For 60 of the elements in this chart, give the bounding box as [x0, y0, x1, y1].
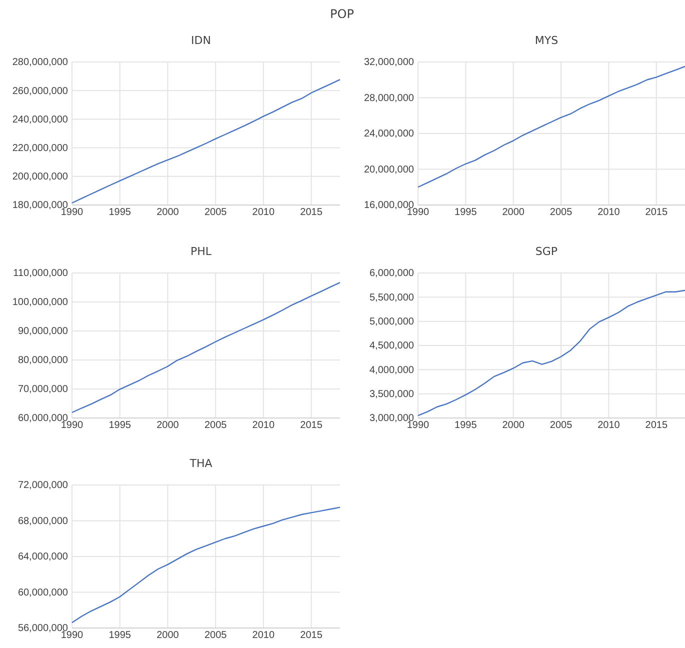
y-tick-label: 3,500,000 — [370, 389, 414, 400]
y-tick-label: 60,000,000 — [18, 587, 68, 598]
y-tick-label: 24,000,000 — [364, 128, 414, 140]
y-tick-label: 200,000,000 — [12, 172, 68, 183]
x-tick-label: 2000 — [156, 630, 180, 642]
y-tick-label: 32,000,000 — [364, 57, 414, 68]
y-tick-label: 70,000,000 — [18, 384, 68, 396]
y-tick-label: 90,000,000 — [18, 326, 68, 338]
y-tick-label: 5,000,000 — [370, 316, 414, 328]
x-tick-label: 2010 — [252, 630, 275, 642]
x-tick-label: 2005 — [550, 207, 573, 218]
x-tick-label: 2015 — [300, 207, 323, 218]
y-tick-label: 110,000,000 — [13, 268, 68, 280]
x-tick-label: 1995 — [454, 207, 478, 218]
y-tick-label: 4,000,000 — [370, 364, 414, 376]
text: POP — [330, 7, 354, 21]
line-series — [71, 78, 341, 204]
x-tick-label: 2010 — [598, 207, 620, 218]
y-tick-label: 260,000,000 — [12, 86, 68, 97]
x-tick-label: 1995 — [108, 207, 132, 218]
x-tick-label: 1995 — [108, 630, 132, 642]
y-tick-label: 4,500,000 — [370, 340, 414, 352]
x-tick-label: 2000 — [156, 207, 180, 218]
x-tick-label: 2015 — [645, 207, 668, 218]
y-tick-label: 64,000,000 — [18, 552, 68, 563]
x-tick-label: 2010 — [252, 207, 275, 218]
x-tick-label: 2010 — [598, 420, 620, 432]
chart-title: THA — [188, 457, 213, 470]
chart-title: IDN — [191, 34, 211, 47]
line-series — [417, 66, 685, 188]
x-tick-label: 2005 — [204, 630, 228, 642]
x-tick-label: 2000 — [502, 207, 525, 218]
line-series — [71, 506, 341, 624]
y-tick-label: 20,000,000 — [364, 164, 414, 176]
x-tick-label: 2015 — [645, 420, 668, 432]
x-tick-label: 1995 — [108, 420, 132, 432]
y-tick-label: 240,000,000 — [12, 114, 68, 126]
y-tick-label: 280,000,000 — [12, 57, 68, 68]
x-tick-label: 2010 — [252, 420, 275, 432]
x-tick-label: 2005 — [204, 420, 228, 432]
line-series — [417, 290, 685, 416]
x-tick-label: 2015 — [300, 630, 323, 642]
y-tick-label: 100,000,000 — [12, 297, 68, 308]
x-tick-label: 2000 — [156, 420, 180, 432]
chart-title: PHL — [190, 245, 212, 258]
y-tick-label: 68,000,000 — [18, 516, 68, 527]
x-tick-label: 2005 — [550, 420, 573, 432]
y-tick-label: 28,000,000 — [364, 92, 414, 104]
x-tick-label: 2000 — [502, 420, 525, 432]
y-tick-label: 6,000,000 — [370, 268, 414, 280]
x-tick-label: 2015 — [300, 420, 323, 432]
line-series — [71, 282, 341, 414]
x-tick-label: 1995 — [454, 420, 478, 432]
chart-title: MYS — [534, 34, 558, 47]
y-tick-label: 5,500,000 — [370, 292, 414, 304]
y-tick-label: 72,000,000 — [18, 480, 68, 492]
chart-title: SGP — [535, 245, 558, 258]
x-tick-label: 2005 — [204, 207, 228, 218]
y-tick-label: 220,000,000 — [12, 143, 68, 154]
y-tick-label: 80,000,000 — [18, 355, 68, 366]
